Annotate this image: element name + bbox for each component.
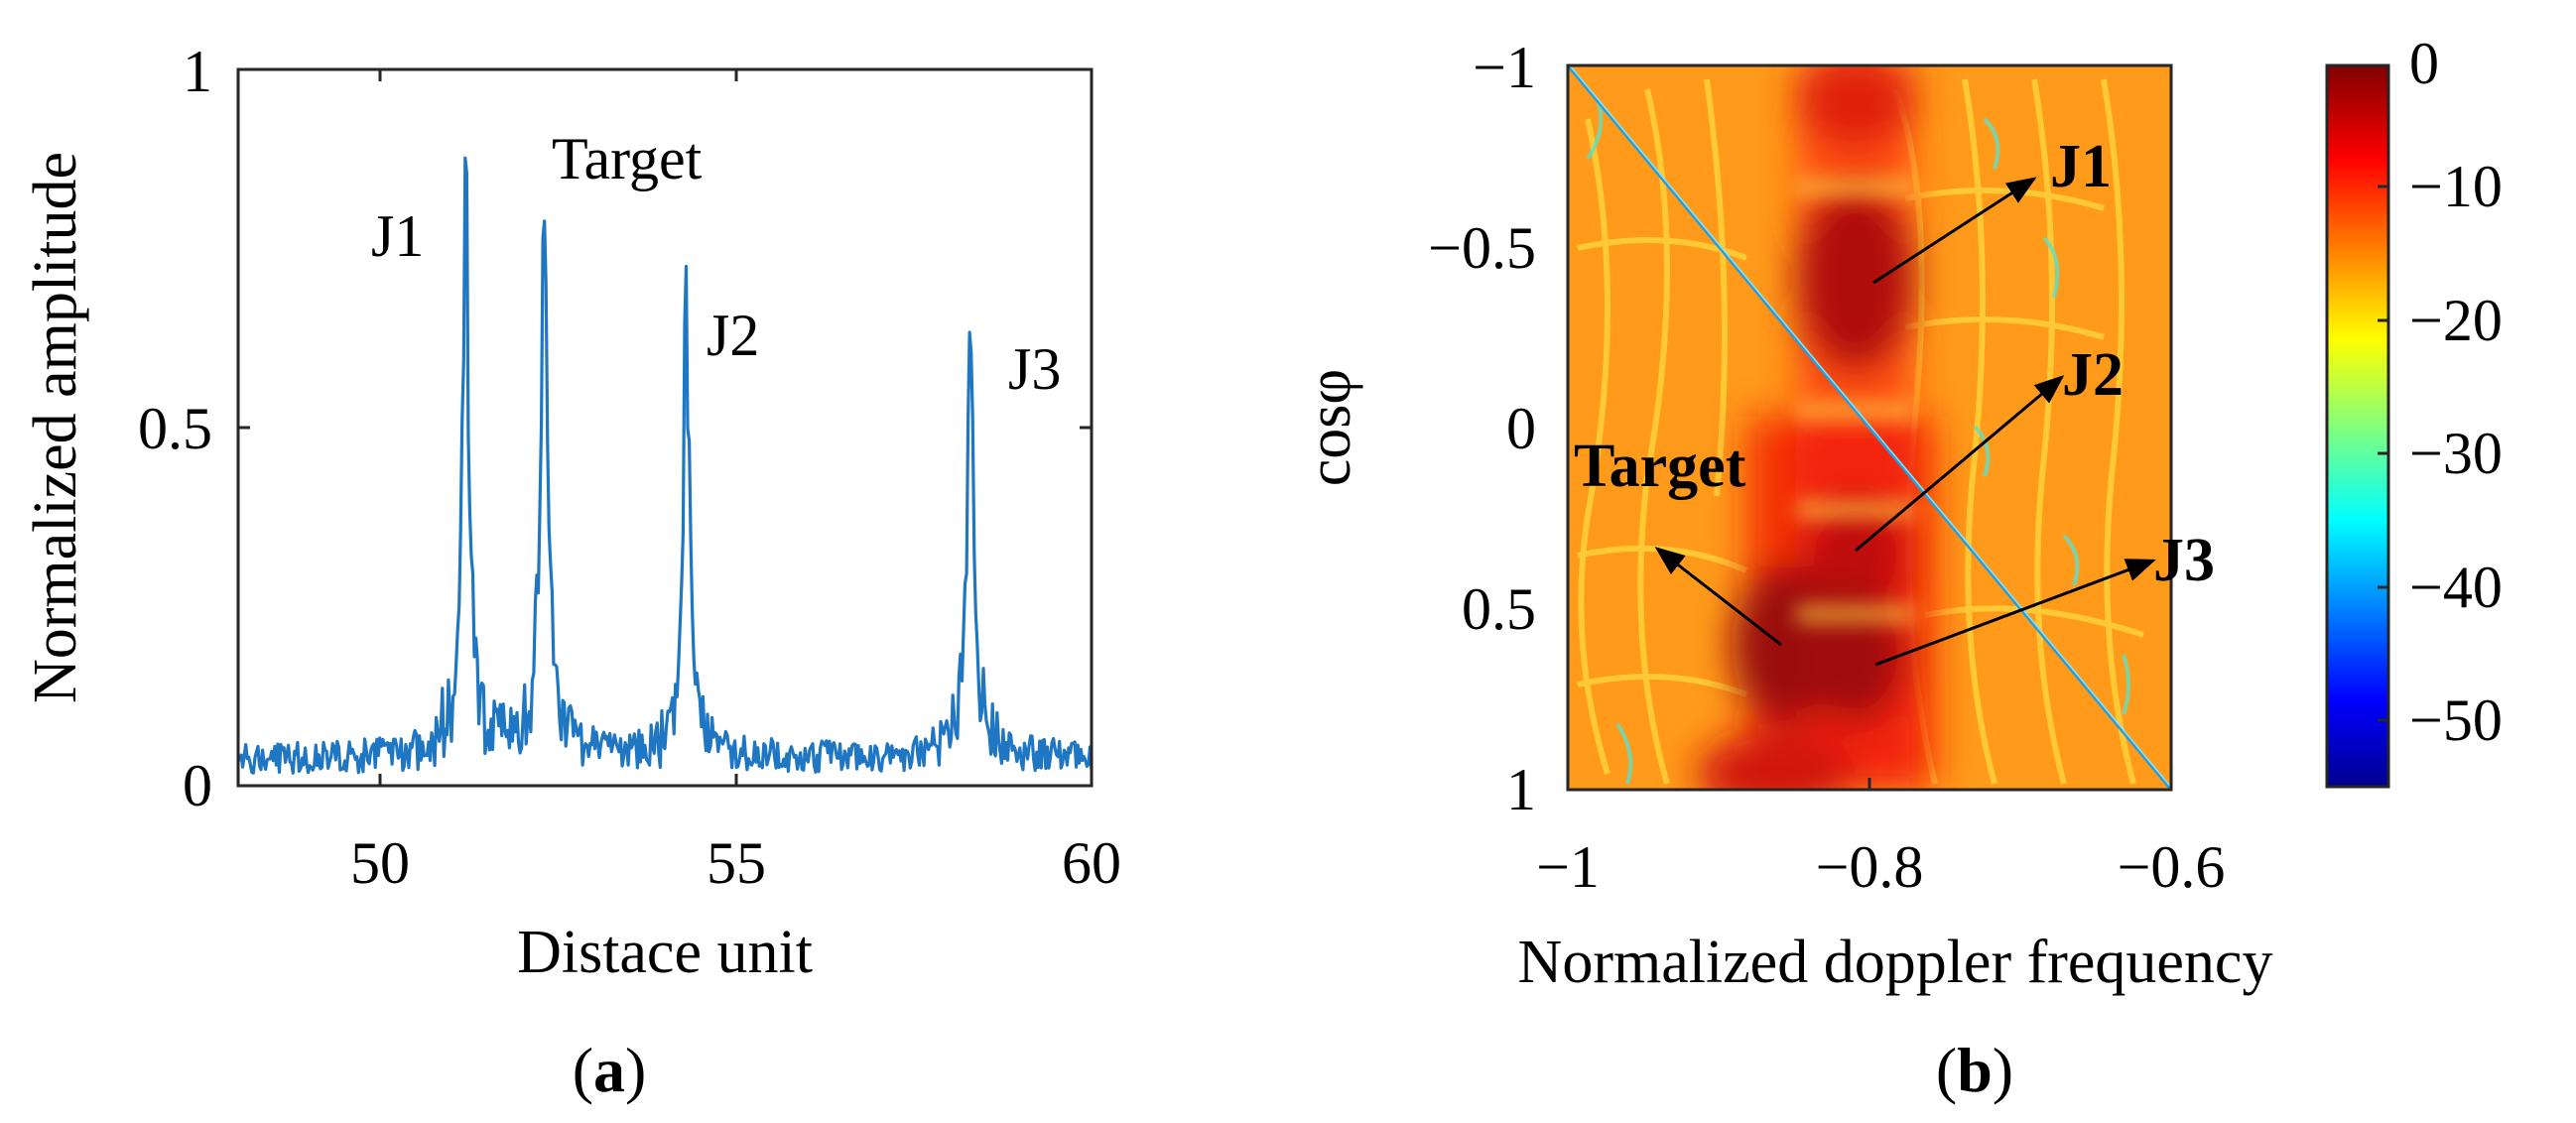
- x-tick-label-60: 60: [1062, 830, 1121, 896]
- heatmap-diagonal-null: [1568, 65, 2171, 790]
- heatmap-image: [1568, 65, 2171, 790]
- x-tick-label-55: 55: [707, 830, 766, 896]
- y-tick-label-1-b: 1: [1506, 757, 1536, 822]
- annotation-j2-b: J2: [2062, 341, 2124, 409]
- arrow-j2: [1855, 375, 2065, 553]
- y-tick-label-0: 0: [183, 753, 212, 818]
- colorbar: 0 −10 −20 −30 −40 −50: [2325, 31, 2503, 789]
- heatmap-cyan-speckles: [1586, 98, 2130, 785]
- colorbar-label-neg40: −40: [2409, 555, 2503, 620]
- colorbar-label-neg30: −30: [2409, 421, 2503, 486]
- x-ticks-b: −1 −0.8 −0.6: [1536, 778, 2225, 900]
- annotation-j1-a: J1: [371, 203, 424, 269]
- heatmap-diagonal-halo: [1569, 65, 2171, 789]
- y-ticks-b: −1 −0.5 0 0.5 1: [1428, 35, 1536, 822]
- colorbar-fill: [2325, 63, 2390, 789]
- x-tick-label-neg1: −1: [1536, 834, 1600, 900]
- arrow-j1: [1872, 177, 2037, 285]
- amplitude-series-line: [236, 156, 1094, 775]
- y-tick-label-1: 1: [183, 39, 212, 104]
- x-tick-label-50: 50: [350, 830, 410, 896]
- panel-b: Target J1 J2 J3 −1 −0.8 −0.6 −1 −0.5 0 0…: [1296, 31, 2503, 1105]
- y-axis-label-b: cosφ: [1296, 369, 1363, 486]
- x-tick-label-neg0.6: −0.6: [2118, 834, 2226, 900]
- y-tick-label-0.5: 0.5: [138, 396, 212, 461]
- annotation-j2-a: J2: [707, 303, 759, 368]
- annotation-j3-a: J3: [1008, 336, 1061, 402]
- annotation-j1-b: J1: [2050, 133, 2112, 200]
- x-axis-label-b: Normalized doppler frequency: [1518, 929, 2273, 996]
- y-axis-label-a: Normalized amplitude: [22, 152, 89, 703]
- annotation-target-a: Target: [552, 126, 703, 191]
- colorbar-label-0: 0: [2409, 31, 2439, 96]
- panel-a: 50 55 60 0 0.5 1 Distace unit Normalized…: [22, 39, 1121, 1105]
- colorbar-label-neg20: −20: [2409, 288, 2503, 353]
- y-tick-label-neg0.5: −0.5: [1428, 215, 1536, 281]
- x-tick-label-neg0.8: −0.8: [1816, 834, 1924, 900]
- y-tick-label-neg1: −1: [1473, 35, 1536, 100]
- colorbar-ticks: [2378, 185, 2388, 722]
- x-axis-label-a: Distace unit: [517, 919, 813, 986]
- x-ticks-a: 50 55 60: [350, 69, 1121, 896]
- plot-area-a: [238, 69, 1092, 786]
- colorbar-label-neg10: −10: [2409, 154, 2503, 219]
- caption-b: (b): [1936, 1035, 2013, 1105]
- arrow-target: [1654, 547, 1782, 647]
- y-tick-label-0.5-b: 0.5: [1462, 576, 1536, 642]
- annotation-j3-b: J3: [2153, 527, 2215, 594]
- arrow-j3: [1874, 559, 2156, 667]
- y-tick-label-0-b: 0: [1506, 396, 1536, 461]
- annotation-target-b: Target: [1574, 433, 1746, 500]
- y-ticks-a: 0 0.5 1: [138, 39, 1092, 818]
- caption-a: (a): [573, 1035, 647, 1105]
- arrows-b: [1654, 177, 2156, 667]
- colorbar-label-neg50: −50: [2409, 687, 2503, 753]
